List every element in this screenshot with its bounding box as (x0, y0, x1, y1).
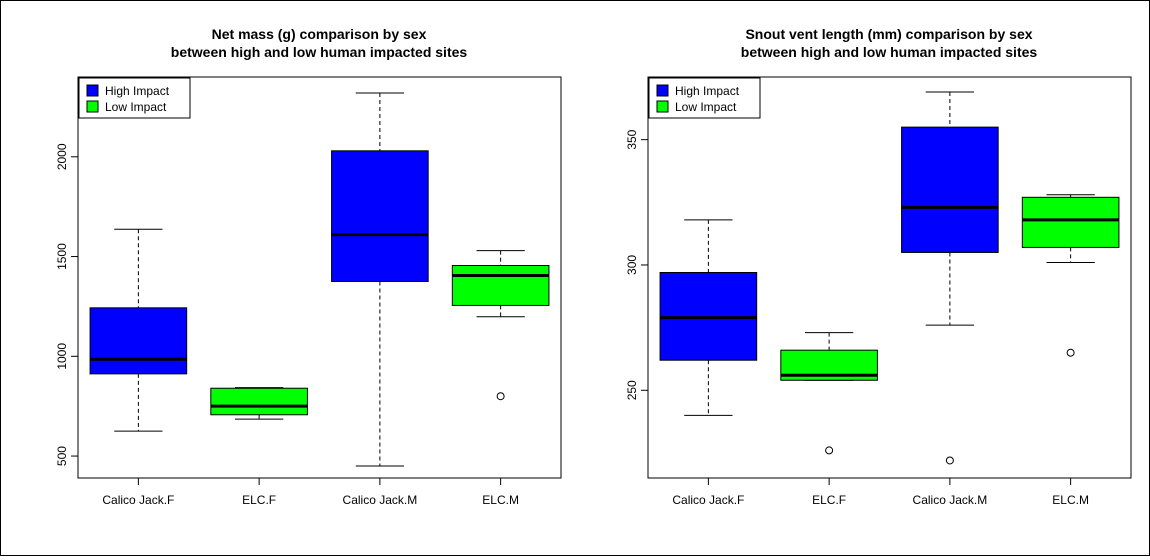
box-calico-jack-f (89, 228, 188, 432)
box-calico-jack-m (901, 91, 999, 465)
y-tick-label: 350 (625, 129, 639, 149)
y-tick-label: 1000 (55, 343, 69, 370)
legend-swatch (86, 84, 99, 97)
legend-swatch (656, 100, 669, 113)
x-tick-label: Calico Jack.F (672, 493, 744, 507)
legend-label: Low Impact (105, 100, 167, 114)
legend-label: High Impact (675, 84, 740, 98)
y-tick-label: 250 (625, 380, 639, 400)
chart-panel-1: Net mass (g) comparison by sex between hi… (55, 26, 562, 507)
chart-panel-2: Snout vent length (mm) comparison by sex… (625, 26, 1132, 507)
chart-title: Net mass (g) comparison by sex (212, 26, 427, 42)
y-tick-label: 2000 (55, 143, 69, 170)
y-tick-label: 300 (625, 255, 639, 275)
box-iqr (901, 126, 999, 253)
y-tick-label: 500 (55, 446, 69, 466)
legend-label: High Impact (105, 84, 170, 98)
outlier-point (825, 446, 834, 455)
box-iqr (1021, 196, 1120, 248)
box-elc-m (451, 250, 550, 401)
legend: High Impact Low Impact (78, 77, 191, 119)
box-iqr (451, 265, 550, 306)
legend-label: Low Impact (675, 100, 737, 114)
x-tick-label: ELC.M (482, 493, 519, 507)
x-tick-label: ELC.F (242, 493, 276, 507)
legend: High Impact Low Impact (648, 77, 761, 119)
x-tick-label: Calico Jack.M (913, 493, 988, 507)
box-elc-f (780, 332, 878, 455)
chart-subtitle: between high and low human impacted site… (171, 44, 468, 60)
plot-area (647, 76, 1132, 479)
chart-subtitle: between high and low human impacted site… (741, 44, 1038, 60)
box-elc-m (1021, 194, 1120, 357)
legend-swatch (86, 100, 99, 113)
box-iqr (210, 387, 308, 416)
x-tick-label: Calico Jack.M (343, 493, 418, 507)
y-tick-label: 1500 (55, 243, 69, 270)
plot-area (77, 76, 562, 479)
outlier-point (945, 456, 954, 465)
chart-title: Snout vent length (mm) comparison by sex (745, 26, 1032, 42)
box-iqr (331, 150, 429, 282)
x-tick-label: ELC.M (1052, 493, 1089, 507)
x-tick-label: ELC.F (812, 493, 846, 507)
outlier-point (496, 392, 505, 401)
box-iqr (89, 307, 188, 375)
outlier-point (1066, 348, 1075, 357)
box-elc-f (210, 387, 308, 420)
x-tick-label: Calico Jack.F (102, 493, 174, 507)
box-calico-jack-m (331, 92, 429, 467)
legend-swatch (656, 84, 669, 97)
box-calico-jack-f (659, 219, 758, 416)
